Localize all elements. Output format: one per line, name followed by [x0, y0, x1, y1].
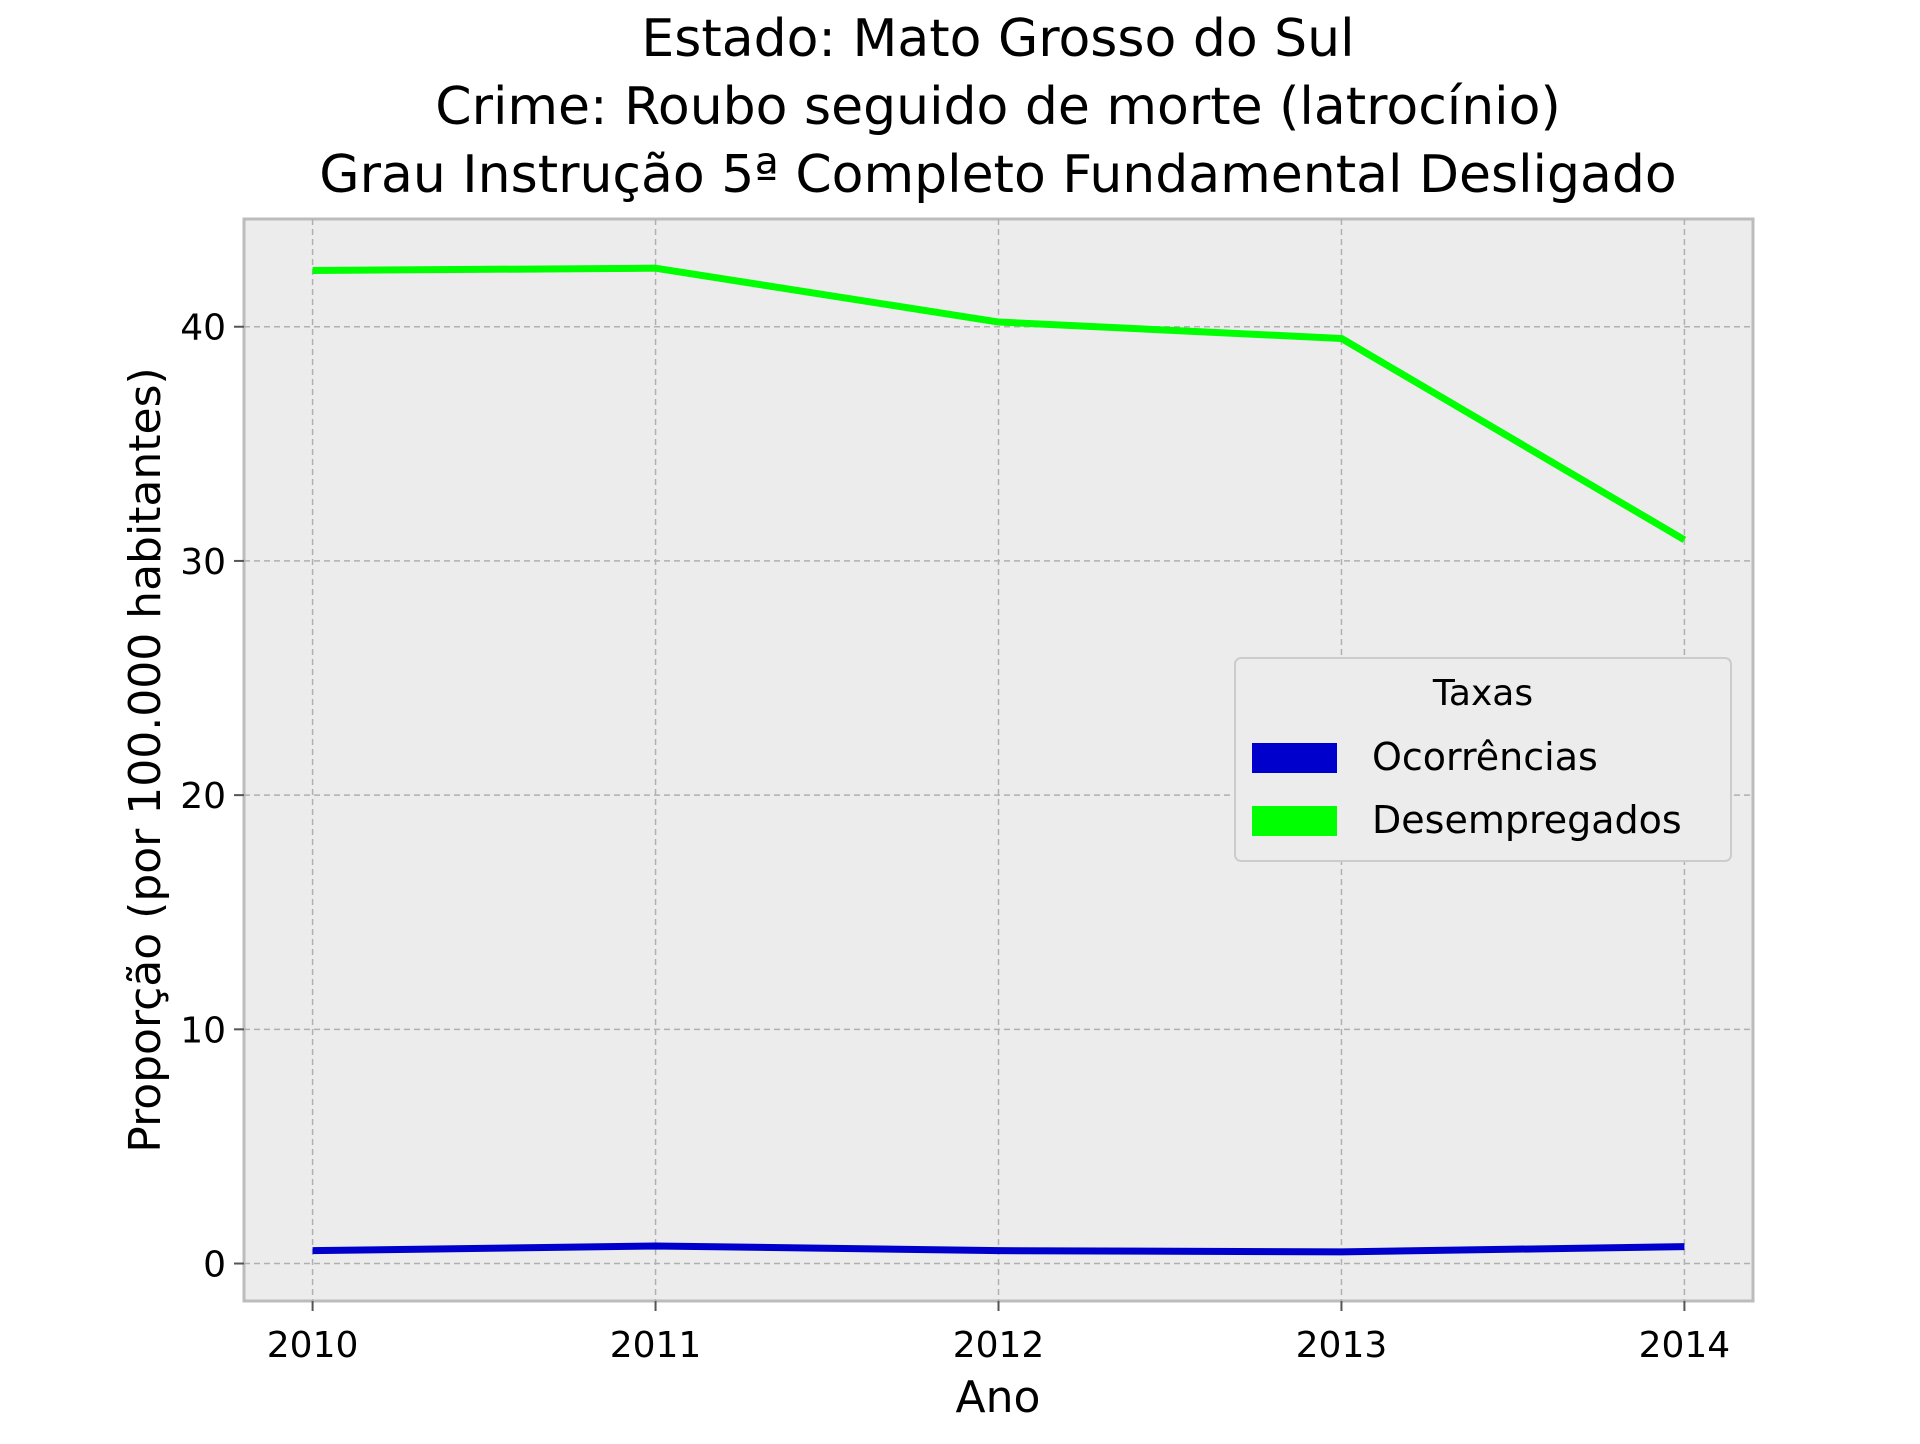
x-tick-label: 2012 [953, 1325, 1045, 1366]
y-tick-label: 40 [180, 308, 226, 349]
series-line-desempregados [312, 264, 1687, 543]
grid-lines [244, 219, 1753, 1301]
x-tick-label: 2010 [267, 1325, 359, 1366]
y-axis-ticks: 0 10 20 30 40 [180, 308, 244, 1286]
legend-label-desempregados: Desempregados [1372, 798, 1682, 842]
chart-title-line-3: Grau Instrução 5ª Completo Fundamental D… [319, 145, 1676, 205]
x-axis-label: Ano [956, 1372, 1041, 1423]
series-lines [312, 264, 1687, 1256]
x-tick-label: 2014 [1639, 1325, 1731, 1366]
x-axis-ticks: 2010 2011 2012 2013 2014 [267, 1301, 1730, 1366]
y-tick-label: 20 [180, 776, 226, 817]
x-tick-label: 2011 [610, 1325, 702, 1366]
y-tick-label: 10 [180, 1010, 226, 1051]
legend-box [1234, 657, 1732, 862]
series-line-ocorrencias [312, 1242, 1685, 1256]
x-tick-label: 2013 [1296, 1325, 1388, 1366]
chart-title: Estado: Mato Grosso do Sul Crime: Roubo … [319, 9, 1676, 205]
chart-title-line-2: Crime: Roubo seguido de morte (latrocíni… [435, 77, 1560, 137]
legend-label-ocorrencias: Ocorrências [1372, 735, 1598, 779]
legend-swatch-desempregados [1252, 806, 1337, 836]
legend: Taxas Ocorrências Desempregados [1234, 657, 1732, 862]
y-axis-label: Proporção (por 100.000 habitantes) [120, 367, 171, 1152]
y-tick-label: 0 [203, 1245, 226, 1286]
legend-title: Taxas [1432, 673, 1533, 714]
y-tick-label: 30 [180, 542, 226, 583]
legend-swatch-ocorrencias [1252, 743, 1337, 773]
chart-title-line-1: Estado: Mato Grosso do Sul [641, 9, 1354, 69]
